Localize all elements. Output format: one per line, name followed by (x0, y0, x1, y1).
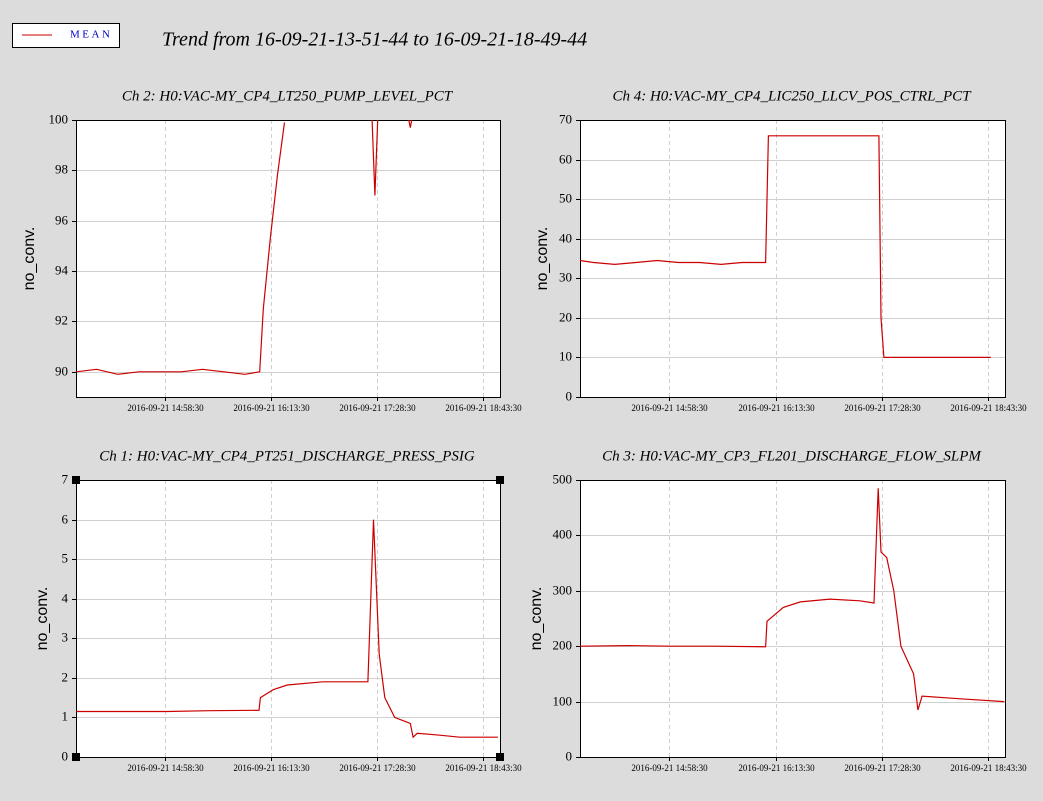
data-line (580, 488, 1005, 711)
y-tick-label: 7 (62, 471, 69, 486)
selection-handle (496, 476, 504, 484)
data-line (580, 135, 991, 358)
plot-frame (76, 480, 501, 758)
data-line (76, 120, 413, 375)
x-tick-label: 2016-09-21 16:13:30 (738, 403, 815, 413)
y-tick-label: 60 (559, 151, 572, 166)
plot-frame (580, 120, 1006, 398)
x-tick-label: 2016-09-21 18:43:30 (445, 763, 522, 773)
y-tick-label: 400 (553, 526, 573, 541)
y-tick-label: 50 (559, 190, 572, 205)
legend-label: MEAN (70, 29, 112, 41)
y-tick-label: 6 (62, 511, 69, 526)
chart-title: Ch 2: H0:VAC-MY_CP4_LT250_PUMP_LEVEL_PCT (122, 88, 454, 104)
y-tick-label: 90 (55, 363, 68, 378)
x-tick-label: 2016-09-21 16:13:30 (233, 763, 310, 773)
y-tick-label: 10 (559, 348, 572, 363)
y-tick-label: 20 (559, 309, 572, 324)
y-tick-label: 2 (62, 669, 69, 684)
page-title: Trend from 16-09-21-13-51-44 to 16-09-21… (162, 29, 587, 51)
y-axis-label: no_conv. (21, 227, 38, 291)
chart-title: Ch 3: H0:VAC-MY_CP3_FL201_DISCHARGE_FLOW… (602, 448, 982, 464)
y-tick-label: 100 (49, 111, 69, 126)
y-tick-label: 98 (55, 161, 68, 176)
y-tick-label: 100 (553, 693, 573, 708)
x-tick-label: 2016-09-21 17:28:30 (339, 403, 416, 413)
plot-frame (580, 480, 1006, 758)
y-tick-label: 4 (62, 590, 69, 605)
x-tick-label: 2016-09-21 14:58:30 (127, 403, 204, 413)
chart-panel: Ch 4: H0:VAC-MY_CP4_LIC250_LLCV_POS_CTRL… (534, 88, 1027, 413)
selection-handle (72, 476, 80, 484)
y-tick-label: 40 (559, 230, 572, 245)
y-axis-label: no_conv. (528, 587, 545, 651)
plot-frame (76, 120, 501, 398)
y-tick-label: 300 (553, 582, 573, 597)
y-tick-label: 0 (62, 748, 69, 763)
chart-panel: Ch 1: H0:VAC-MY_CP4_PT251_DISCHARGE_PRES… (34, 448, 522, 773)
chart-title: Ch 1: H0:VAC-MY_CP4_PT251_DISCHARGE_PRES… (99, 448, 475, 464)
x-tick-label: 2016-09-21 18:43:30 (445, 403, 522, 413)
y-axis-label: no_conv. (534, 227, 551, 291)
x-tick-label: 2016-09-21 18:43:30 (950, 403, 1027, 413)
y-tick-label: 94 (55, 262, 69, 277)
y-axis-label: no_conv. (34, 587, 51, 651)
selection-handle (496, 753, 504, 761)
data-line (76, 519, 498, 739)
y-tick-label: 500 (553, 471, 573, 486)
y-tick-label: 92 (55, 312, 68, 327)
x-tick-label: 2016-09-21 16:13:30 (738, 763, 815, 773)
x-tick-label: 2016-09-21 17:28:30 (844, 403, 921, 413)
selection-handle (72, 753, 80, 761)
x-tick-label: 2016-09-21 17:28:30 (844, 763, 921, 773)
plot-area (580, 120, 1006, 398)
plot-area (76, 120, 501, 398)
x-tick-label: 2016-09-21 16:13:30 (233, 403, 310, 413)
y-tick-label: 0 (566, 748, 573, 763)
chart-panel: Ch 3: H0:VAC-MY_CP3_FL201_DISCHARGE_FLOW… (528, 448, 1027, 773)
plot-area (580, 480, 1006, 758)
y-tick-label: 3 (62, 629, 69, 644)
x-tick-label: 2016-09-21 18:43:30 (950, 763, 1027, 773)
x-tick-label: 2016-09-21 14:58:30 (127, 763, 204, 773)
y-tick-label: 30 (559, 269, 572, 284)
x-tick-label: 2016-09-21 14:58:30 (631, 763, 708, 773)
y-tick-label: 200 (553, 637, 573, 652)
x-tick-label: 2016-09-21 17:28:30 (339, 763, 416, 773)
plot-area (76, 480, 501, 758)
chart-title: Ch 4: H0:VAC-MY_CP4_LIC250_LLCV_POS_CTRL… (612, 88, 972, 104)
chart-panel: Ch 2: H0:VAC-MY_CP4_LT250_PUMP_LEVEL_PCT… (21, 88, 522, 413)
y-tick-label: 0 (566, 388, 573, 403)
x-tick-label: 2016-09-21 14:58:30 (631, 403, 708, 413)
y-tick-label: 5 (62, 550, 69, 565)
y-tick-label: 70 (559, 111, 572, 126)
y-tick-label: 96 (55, 212, 69, 227)
y-tick-label: 1 (62, 708, 69, 723)
